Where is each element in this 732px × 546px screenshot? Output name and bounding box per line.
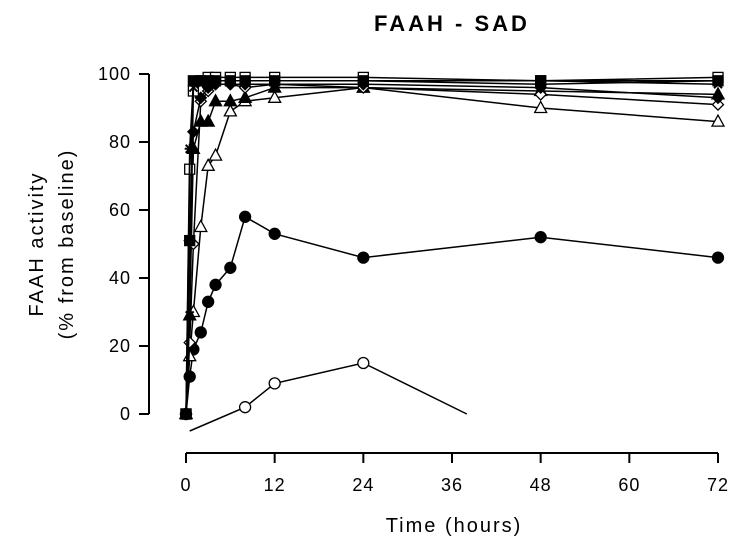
point-x-6 [225, 76, 236, 86]
x-tick-label-48: 48 [530, 475, 552, 495]
point-x-10 [535, 76, 546, 86]
point-filled-circle-9 [357, 251, 370, 264]
series-line-open-triangle [185, 86, 719, 415]
point-open-triangle-8 [267, 89, 282, 103]
series-line-filled-circle [185, 215, 719, 415]
chart-title: FAAH - SAD [374, 11, 530, 36]
x-tick-label-12: 12 [264, 475, 286, 495]
series-open-circle [189, 356, 468, 432]
y-tick-label-0: 0 [120, 404, 131, 424]
point-open-triangle-3 [193, 219, 208, 233]
point-star-11 [713, 75, 723, 86]
axes: 0 12 24 36 48 60 72 0 20 40 60 80 100 [98, 64, 729, 495]
series-open-square [180, 71, 724, 420]
point-open-diamond-10 [534, 87, 548, 101]
point-filled-diamond-11 [711, 91, 725, 105]
point-star-1 [184, 143, 195, 154]
y-tick-label-40: 40 [109, 268, 131, 288]
point-x-0 [181, 409, 191, 419]
point-filled-circle-10 [534, 231, 547, 244]
x-tick-label-0: 0 [180, 475, 191, 495]
point-star-2 [188, 75, 199, 86]
x-axis-label: Time (hours) [386, 515, 523, 537]
x-tick-label-24: 24 [352, 475, 374, 495]
point-x-7 [240, 76, 250, 86]
point-filled-circle-5 [209, 278, 222, 291]
point-x-4 [203, 76, 213, 86]
point-filled-triangle-4 [201, 113, 216, 127]
x-tick-label-60: 60 [618, 475, 640, 495]
point-open-triangle-10 [533, 100, 548, 114]
series-x [181, 76, 723, 419]
point-x-1 [184, 310, 195, 321]
point-x-5 [210, 76, 221, 86]
y-tick-label-20: 20 [109, 336, 131, 356]
series-layer [178, 71, 726, 432]
y-axis-label: FAAH activity [26, 172, 48, 317]
point-x-9 [358, 76, 369, 86]
point-star-3 [195, 75, 206, 86]
y-tick-label-60: 60 [109, 200, 131, 220]
series-line-filled-triangle [185, 86, 719, 415]
point-open-circle-2 [268, 377, 281, 390]
y-axis-label-2: (% from baseline) [56, 149, 78, 340]
x-tick-label-36: 36 [441, 475, 463, 495]
x-tick-label-72: 72 [707, 475, 729, 495]
series-filled-triangle [178, 79, 726, 420]
point-open-triangle-11 [710, 113, 726, 127]
point-open-circle-1 [238, 401, 252, 414]
point-x-2 [188, 82, 199, 93]
point-filled-circle-7 [238, 210, 252, 223]
point-filled-triangle-5 [208, 93, 223, 107]
point-x-8 [269, 76, 280, 86]
series-filled-circle [179, 210, 725, 421]
point-filled-circle-11 [711, 251, 725, 264]
point-open-diamond-11 [711, 98, 725, 112]
point-star-10 [535, 79, 546, 90]
y-tick-label-80: 80 [109, 132, 131, 152]
point-filled-circle-6 [224, 261, 237, 274]
point-filled-square-1 [184, 234, 196, 247]
series-line-open-square [185, 76, 719, 415]
y-tick-label-100: 100 [98, 64, 131, 84]
point-filled-triangle-6 [223, 93, 238, 107]
point-filled-circle-4 [202, 295, 215, 308]
point-filled-circle-3 [194, 326, 207, 339]
point-open-circle-3 [357, 356, 370, 370]
series-open-triangle [178, 79, 726, 420]
point-filled-triangle-7 [238, 89, 253, 103]
point-x-3 [196, 79, 206, 89]
series-line-x [185, 80, 719, 415]
series-line-open-circle [189, 362, 468, 432]
point-filled-circle-8 [268, 227, 281, 240]
point-open-triangle-4 [201, 157, 216, 171]
point-open-triangle-5 [208, 147, 223, 161]
point-x-11 [713, 79, 723, 89]
point-open-triangle-6 [223, 103, 238, 117]
